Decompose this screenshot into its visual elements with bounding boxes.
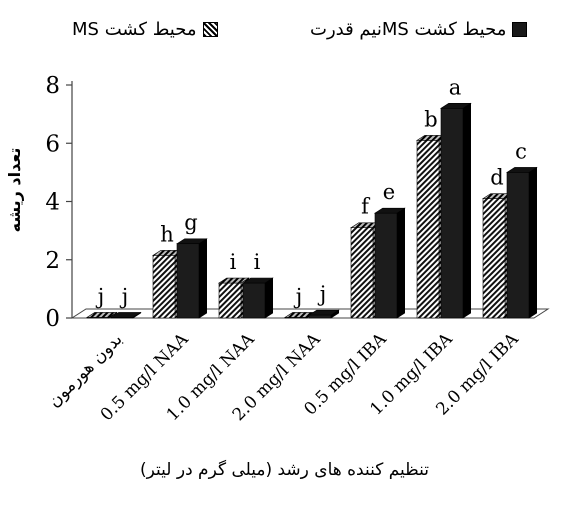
bar-half-ms-side xyxy=(462,102,472,319)
bar-ms-front xyxy=(350,227,374,319)
significance-letter: j xyxy=(317,282,327,306)
y-tick-label: 4 xyxy=(45,190,60,216)
significance-letter: j xyxy=(119,284,129,308)
bar-half-ms-top xyxy=(439,103,472,109)
bar-half-ms-top xyxy=(505,167,538,173)
significance-letter: d xyxy=(490,166,503,190)
bar-half-ms-side xyxy=(198,238,207,319)
legend-swatch-hatched xyxy=(202,21,218,37)
bar-half-ms-front xyxy=(242,282,266,319)
legend-label-solid: محیط کشت MSنیم قدرت xyxy=(310,18,507,40)
legend-item-solid: محیط کشت MSنیم قدرت xyxy=(310,14,533,44)
bar-half-ms-side xyxy=(528,166,538,319)
significance-letter: g xyxy=(184,211,197,235)
bar-ms-top xyxy=(85,312,118,318)
significance-letter: b xyxy=(424,107,437,131)
significance-letter: i xyxy=(230,250,237,274)
legend-swatch-solid xyxy=(512,21,528,37)
axes xyxy=(66,81,550,319)
bar-half-ms xyxy=(307,309,340,319)
significance-letter: a xyxy=(449,75,462,99)
bar-half-ms xyxy=(241,277,274,319)
bar-half-ms-top xyxy=(373,207,406,214)
bar-half-ms-top xyxy=(307,309,340,316)
y-axis-label: تعداد ریشه xyxy=(5,148,24,233)
bar-half-ms xyxy=(175,238,208,319)
bar-ms xyxy=(85,311,118,319)
significance-letter: c xyxy=(515,139,527,163)
bar-half-ms xyxy=(373,207,406,319)
bar-half-ms xyxy=(505,166,538,319)
legend-label-hatched: محیط کشت MS xyxy=(72,18,197,40)
y-tick-label: 2 xyxy=(45,248,60,274)
bar-half-ms-top xyxy=(175,238,208,245)
y-tick-label: 0 xyxy=(45,306,60,332)
bar-ms-top xyxy=(217,277,250,284)
bar-ms-front xyxy=(218,282,242,319)
significance-letter: h xyxy=(160,222,174,246)
bar-ms-front xyxy=(482,198,506,319)
bar-half-ms-side xyxy=(396,207,406,319)
y-tick-label: 8 xyxy=(45,73,60,99)
x-axis-label: تنظیم کننده های رشد (میلی گرم در لیتر) xyxy=(140,460,429,480)
legend-item-hatched: محیط کشت MS xyxy=(72,14,224,44)
significance-letter: j xyxy=(95,284,105,308)
bar-half-ms-front xyxy=(506,172,530,319)
significance-letter: f xyxy=(361,195,371,219)
bar-half-ms-top xyxy=(241,277,274,284)
bar-half-ms-front xyxy=(440,108,464,319)
bar-ms-front xyxy=(416,140,440,319)
significance-letter: j xyxy=(293,284,303,308)
significance-letter: i xyxy=(254,250,261,274)
bar-half-ms-front xyxy=(176,243,200,319)
bar-half-ms-front xyxy=(308,314,332,319)
bars xyxy=(85,102,538,319)
bar-half-ms-top xyxy=(109,312,142,318)
chart-legend: محیط کشت MS محیط کشت MSنیم قدرت xyxy=(0,14,569,44)
bar-half-ms-side xyxy=(264,277,274,319)
bar-half-ms-front xyxy=(374,212,398,319)
significance-letter: e xyxy=(383,180,395,204)
bar-half-ms xyxy=(109,311,142,319)
y-tick-label: 6 xyxy=(45,131,60,157)
bar-half-ms xyxy=(439,102,472,319)
bar-ms-front xyxy=(152,255,176,319)
